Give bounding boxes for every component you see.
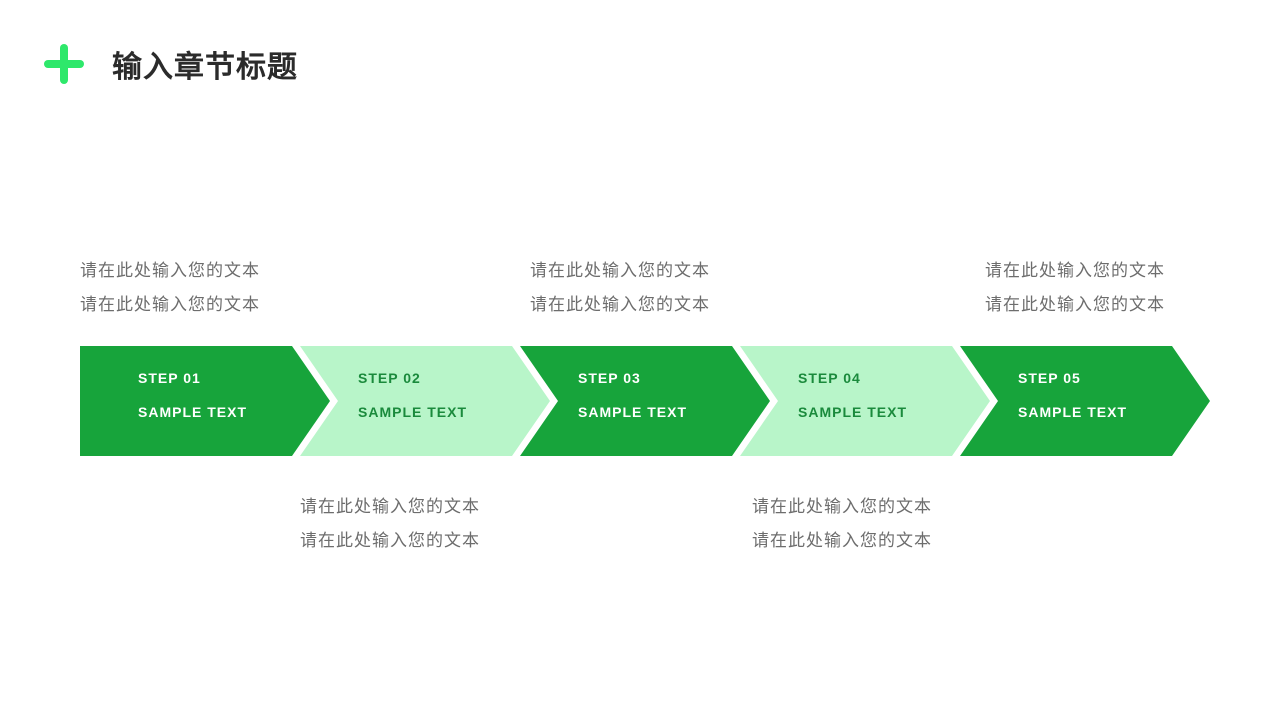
annotation-line: 请在此处输入您的文本 <box>752 490 992 524</box>
step-label: STEP 01 <box>138 370 310 386</box>
annotation-line: 请在此处输入您的文本 <box>80 288 320 322</box>
plus-icon <box>44 44 84 84</box>
annotation-line: 请在此处输入您的文本 <box>80 254 320 288</box>
annotation-text: 请在此处输入您的文本请在此处输入您的文本 <box>80 254 320 322</box>
annotation-line: 请在此处输入您的文本 <box>530 288 770 322</box>
step-subtext: SAMPLE TEXT <box>358 404 530 420</box>
process-step: STEP 04 SAMPLE TEXT <box>740 346 990 456</box>
annotation-line: 请在此处输入您的文本 <box>530 254 770 288</box>
process-step: STEP 03 SAMPLE TEXT <box>520 346 770 456</box>
step-subtext: SAMPLE TEXT <box>1018 404 1190 420</box>
annotation-text: 请在此处输入您的文本请在此处输入您的文本 <box>300 490 540 558</box>
annotation-text: 请在此处输入您的文本请在此处输入您的文本 <box>985 254 1225 322</box>
process-step: STEP 02 SAMPLE TEXT <box>300 346 550 456</box>
annotation-line: 请在此处输入您的文本 <box>752 524 992 558</box>
process-chevron-chart: STEP 01SAMPLE TEXTSTEP 02SAMPLE TEXTSTEP… <box>80 346 1210 456</box>
annotation-line: 请在此处输入您的文本 <box>300 524 540 558</box>
annotation-line: 请在此处输入您的文本 <box>985 254 1225 288</box>
step-label: STEP 04 <box>798 370 970 386</box>
step-subtext: SAMPLE TEXT <box>578 404 750 420</box>
annotation-line: 请在此处输入您的文本 <box>985 288 1225 322</box>
step-label: STEP 03 <box>578 370 750 386</box>
step-subtext: SAMPLE TEXT <box>138 404 310 420</box>
annotation-text: 请在此处输入您的文本请在此处输入您的文本 <box>752 490 992 558</box>
page-title: 输入章节标题 <box>112 42 298 86</box>
step-label: STEP 02 <box>358 370 530 386</box>
annotation-line: 请在此处输入您的文本 <box>300 490 540 524</box>
process-step: STEP 01 SAMPLE TEXT <box>80 346 330 456</box>
process-step: STEP 05 SAMPLE TEXT <box>960 346 1210 456</box>
slide-header: 输入章节标题 <box>44 42 298 86</box>
step-label: STEP 05 <box>1018 370 1190 386</box>
annotation-text: 请在此处输入您的文本请在此处输入您的文本 <box>530 254 770 322</box>
step-subtext: SAMPLE TEXT <box>798 404 970 420</box>
